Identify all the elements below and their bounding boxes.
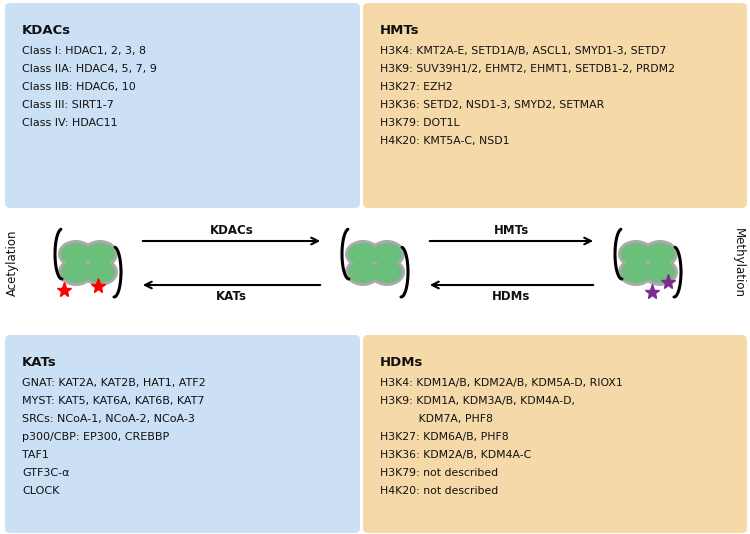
Text: H3K79: DOT1L: H3K79: DOT1L — [380, 118, 460, 128]
Ellipse shape — [369, 258, 405, 286]
Ellipse shape — [645, 243, 675, 265]
Text: KDACs: KDACs — [22, 24, 71, 37]
Ellipse shape — [61, 243, 91, 265]
Ellipse shape — [642, 240, 678, 268]
Text: KATs: KATs — [22, 356, 57, 369]
FancyBboxPatch shape — [363, 3, 747, 208]
Ellipse shape — [645, 261, 675, 283]
Text: H3K27: KDM6A/B, PHF8: H3K27: KDM6A/B, PHF8 — [380, 432, 508, 442]
Text: Class I: HDAC1, 2, 3, 8: Class I: HDAC1, 2, 3, 8 — [22, 46, 146, 56]
Ellipse shape — [82, 240, 118, 268]
FancyBboxPatch shape — [5, 335, 360, 533]
Ellipse shape — [369, 240, 405, 268]
Text: KDACs: KDACs — [209, 224, 254, 237]
Ellipse shape — [85, 243, 115, 265]
Text: H3K9: KDM1A, KDM3A/B, KDM4A-D,: H3K9: KDM1A, KDM3A/B, KDM4A-D, — [380, 396, 575, 406]
Text: H3K4: KMT2A-E, SETD1A/B, ASCL1, SMYD1-3, SETD7: H3K4: KMT2A-E, SETD1A/B, ASCL1, SMYD1-3,… — [380, 46, 666, 56]
Text: H3K27: EZH2: H3K27: EZH2 — [380, 82, 452, 92]
Ellipse shape — [348, 243, 378, 265]
Ellipse shape — [618, 258, 654, 286]
Text: Class IIB: HDAC6, 10: Class IIB: HDAC6, 10 — [22, 82, 136, 92]
FancyBboxPatch shape — [5, 3, 360, 208]
Ellipse shape — [621, 261, 651, 283]
Ellipse shape — [372, 243, 402, 265]
Text: H4K20: not described: H4K20: not described — [380, 486, 498, 496]
Ellipse shape — [61, 261, 91, 283]
Text: H3K36: SETD2, NSD1-3, SMYD2, SETMAR: H3K36: SETD2, NSD1-3, SMYD2, SETMAR — [380, 100, 604, 110]
Text: GNAT: KAT2A, KAT2B, HAT1, ATF2: GNAT: KAT2A, KAT2B, HAT1, ATF2 — [22, 378, 206, 388]
Text: KATs: KATs — [216, 289, 247, 302]
Ellipse shape — [58, 240, 94, 268]
Text: HDMs: HDMs — [492, 289, 531, 302]
Text: Class III: SIRT1-7: Class III: SIRT1-7 — [22, 100, 114, 110]
Text: H4K20: KMT5A-C, NSD1: H4K20: KMT5A-C, NSD1 — [380, 136, 509, 146]
Ellipse shape — [618, 240, 654, 268]
Text: CLOCK: CLOCK — [22, 486, 59, 496]
Ellipse shape — [85, 261, 115, 283]
Ellipse shape — [621, 243, 651, 265]
Text: H3K79: not described: H3K79: not described — [380, 468, 498, 478]
Ellipse shape — [345, 258, 381, 286]
Ellipse shape — [345, 240, 381, 268]
Text: GTF3C-α: GTF3C-α — [22, 468, 70, 478]
Ellipse shape — [82, 258, 118, 286]
Text: Class IIA: HDAC4, 5, 7, 9: Class IIA: HDAC4, 5, 7, 9 — [22, 64, 157, 74]
Ellipse shape — [642, 258, 678, 286]
Text: HMTs: HMTs — [494, 224, 530, 237]
Text: SRCs: NCoA-1, NCoA-2, NCoA-3: SRCs: NCoA-1, NCoA-2, NCoA-3 — [22, 414, 195, 424]
Text: p300/CBP: EP300, CREBBP: p300/CBP: EP300, CREBBP — [22, 432, 170, 442]
Text: HMTs: HMTs — [380, 24, 420, 37]
Text: Methylation: Methylation — [731, 228, 745, 298]
Text: H3K9: SUV39H1/2, EHMT2, EHMT1, SETDB1-2, PRDM2: H3K9: SUV39H1/2, EHMT2, EHMT1, SETDB1-2,… — [380, 64, 675, 74]
Text: MYST: KAT5, KAT6A, KAT6B, KAT7: MYST: KAT5, KAT6A, KAT6B, KAT7 — [22, 396, 205, 406]
Text: TAF1: TAF1 — [22, 450, 49, 460]
Text: Class IV: HDAC11: Class IV: HDAC11 — [22, 118, 118, 128]
Text: KDM7A, PHF8: KDM7A, PHF8 — [380, 414, 493, 424]
Text: H3K36: KDM2A/B, KDM4A-C: H3K36: KDM2A/B, KDM4A-C — [380, 450, 531, 460]
Text: H3K4: KDM1A/B, KDM2A/B, KDM5A-D, RIOX1: H3K4: KDM1A/B, KDM2A/B, KDM5A-D, RIOX1 — [380, 378, 622, 388]
Ellipse shape — [372, 261, 402, 283]
Text: HDMs: HDMs — [380, 356, 423, 369]
Text: Acetylation: Acetylation — [5, 230, 19, 296]
Ellipse shape — [348, 261, 378, 283]
Ellipse shape — [58, 258, 94, 286]
FancyBboxPatch shape — [363, 335, 747, 533]
